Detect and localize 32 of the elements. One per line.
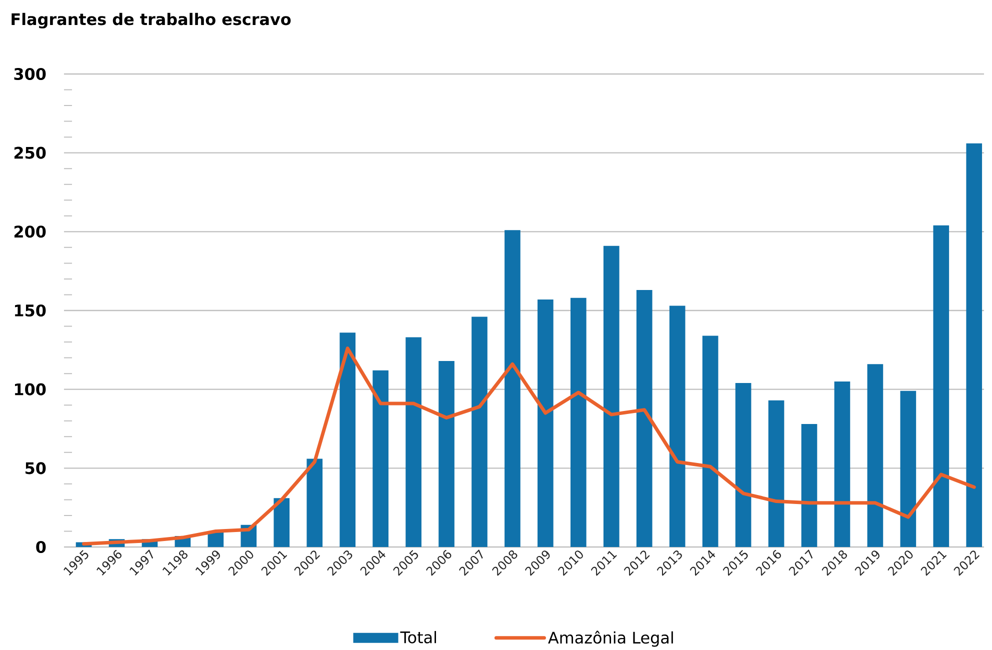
bar <box>603 246 620 547</box>
bar <box>636 290 652 547</box>
y-tick-label: 200 <box>14 226 46 238</box>
bar <box>768 400 784 547</box>
y-tick-label: 50 <box>26 462 46 474</box>
y-tick-label: 0 <box>36 540 46 554</box>
y-tick-label: 250 <box>14 146 46 159</box>
bar <box>867 364 884 547</box>
bar <box>735 383 752 547</box>
bar <box>933 225 950 547</box>
chart-title: Flagrantes de trabalho escravo <box>12 12 291 28</box>
y-tick-label: 300 <box>14 68 46 80</box>
bar <box>406 337 422 547</box>
legend-label: Amazônia Legal <box>548 630 673 647</box>
bar <box>306 458 323 547</box>
bar <box>472 316 488 547</box>
bar <box>966 143 982 547</box>
y-tick-label: 150 <box>15 304 46 317</box>
bar <box>438 360 454 547</box>
bar <box>702 336 718 547</box>
bar <box>538 299 554 547</box>
bar <box>900 390 916 547</box>
bar <box>669 306 686 547</box>
bar <box>274 498 290 547</box>
legend-label: Total <box>400 631 436 644</box>
bar <box>801 424 818 547</box>
bar <box>834 381 850 547</box>
bar <box>372 370 388 547</box>
bar <box>504 230 520 547</box>
y-tick-label: 100 <box>15 383 46 396</box>
bar <box>340 332 356 547</box>
bar <box>570 298 586 547</box>
